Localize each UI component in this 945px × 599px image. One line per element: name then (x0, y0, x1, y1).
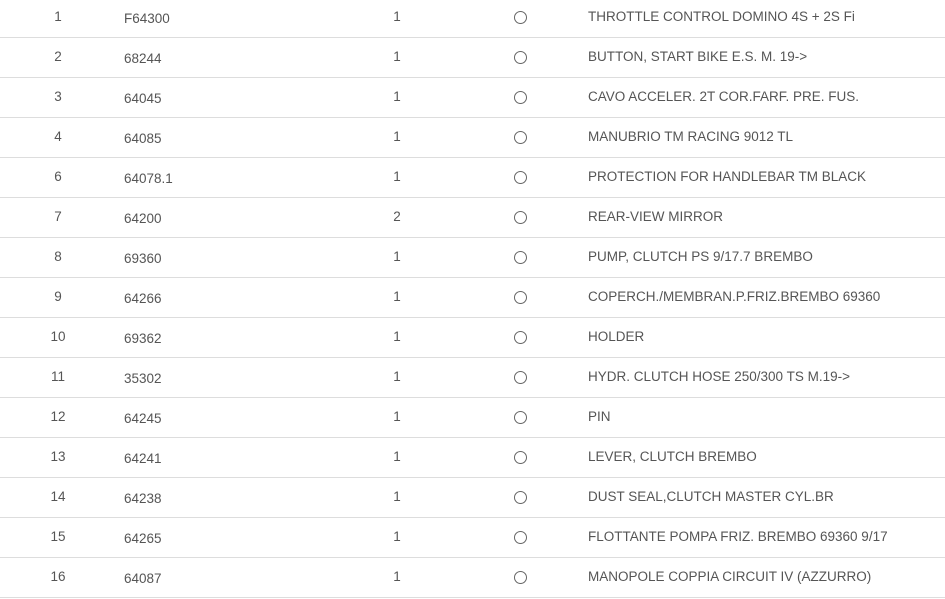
part-code: 64241 (124, 451, 162, 466)
table-row: 14 64238 1 DUST SEAL,CLUTCH MASTER CYL.BR (0, 478, 945, 518)
quantity: 1 (393, 409, 401, 424)
position-number: 11 (50, 369, 65, 384)
part-code: 35302 (124, 371, 162, 386)
quantity: 1 (393, 289, 401, 304)
select-radio-icon[interactable] (514, 331, 527, 344)
position-number: 3 (54, 89, 62, 104)
part-code: 64200 (124, 211, 162, 226)
part-code: F64300 (124, 11, 170, 26)
quantity: 1 (393, 249, 401, 264)
part-code: 64085 (124, 131, 162, 146)
part-code: 64238 (124, 491, 162, 506)
quantity: 1 (393, 529, 401, 544)
select-radio-icon[interactable] (514, 531, 527, 544)
select-radio-icon[interactable] (514, 251, 527, 264)
position-number: 4 (54, 129, 62, 144)
quantity: 1 (393, 569, 401, 584)
part-description: BUTTON, START BIKE E.S. M. 19-> (588, 49, 808, 64)
position-number: 13 (50, 449, 66, 464)
part-description: PUMP, CLUTCH PS 9/17.7 BREMBO (588, 249, 813, 264)
select-radio-icon[interactable] (514, 451, 527, 464)
table-row: 1 F64300 1 THROTTLE CONTROL DOMINO 4S + 2S … (0, 0, 945, 38)
position-number: 1 (54, 9, 62, 24)
part-description: CAVO ACCELER. 2T COR.FARF. PRE. FUS. (588, 89, 860, 104)
part-code: 64245 (124, 411, 162, 426)
select-radio-icon[interactable] (514, 411, 527, 424)
select-radio-icon[interactable] (514, 571, 527, 584)
table-row: 13 64241 1 LEVER, CLUTCH BREMBO (0, 438, 945, 478)
table-row: 2 68244 1 BUTTON, START BIKE E.S. M. 19-> (0, 38, 945, 78)
position-number: 15 (50, 529, 66, 544)
table-row: 15 64265 1 FLOTTANTE POMPA FRIZ. BREMBO 693… (0, 518, 945, 558)
table-row: 8 69360 1 PUMP, CLUTCH PS 9/17.7 BREMBO (0, 238, 945, 278)
part-description: FLOTTANTE POMPA FRIZ. BREMBO 69360 9/17 (588, 529, 888, 544)
quantity: 1 (393, 129, 401, 144)
part-code: 64087 (124, 571, 162, 586)
part-description: DUST SEAL,CLUTCH MASTER CYL.BR (588, 489, 834, 504)
part-description: MANUBRIO TM RACING 9012 TL (588, 129, 794, 144)
quantity: 1 (393, 89, 401, 104)
part-code: 69360 (124, 251, 162, 266)
position-number: 8 (54, 249, 62, 264)
select-radio-icon[interactable] (514, 171, 527, 184)
part-description: COPERCH./MEMBRAN.P.FRIZ.BREMBO 69360 (588, 289, 881, 304)
part-description: LEVER, CLUTCH BREMBO (588, 449, 757, 464)
table-row: 7 64200 2 REAR-VIEW MIRROR (0, 198, 945, 238)
select-radio-icon[interactable] (514, 371, 527, 384)
select-radio-icon[interactable] (514, 11, 527, 24)
position-number: 12 (50, 409, 66, 424)
table-row: 16 64087 1 MANOPOLE COPPIA CIRCUIT IV (AZZU… (0, 558, 945, 598)
part-code: 64266 (124, 291, 162, 306)
part-description: REAR-VIEW MIRROR (588, 209, 723, 224)
part-code: 68244 (124, 51, 162, 66)
part-code: 64265 (124, 531, 162, 546)
table-row: 9 64266 1 COPERCH./MEMBRAN.P.FRIZ.BREMBO 69… (0, 278, 945, 318)
part-code: 64045 (124, 91, 162, 106)
position-number: 2 (54, 49, 62, 64)
part-description: PIN (588, 409, 611, 424)
quantity: 1 (393, 169, 401, 184)
part-code: 64078.1 (124, 171, 173, 186)
part-description: HYDR. CLUTCH HOSE 250/300 TS M.19-> (588, 369, 850, 384)
select-radio-icon[interactable] (514, 291, 527, 304)
position-number: 7 (54, 209, 62, 224)
quantity: 1 (393, 329, 401, 344)
quantity: 1 (393, 489, 401, 504)
quantity: 1 (393, 49, 401, 64)
part-description: MANOPOLE COPPIA CIRCUIT IV (AZZURRO) (588, 569, 872, 584)
quantity: 1 (393, 9, 401, 24)
part-code: 69362 (124, 331, 162, 346)
part-description: HOLDER (588, 329, 645, 344)
table-row: 6 64078.1 1 PROTECTION FOR HANDLEBAR TM BLA… (0, 158, 945, 198)
select-radio-icon[interactable] (514, 211, 527, 224)
select-radio-icon[interactable] (514, 51, 527, 64)
position-number: 10 (50, 329, 66, 344)
part-description: PROTECTION FOR HANDLEBAR TM BLACK (588, 169, 867, 184)
table-row: 4 64085 1 MANUBRIO TM RACING 9012 TL (0, 118, 945, 158)
position-number: 14 (50, 489, 66, 504)
select-radio-icon[interactable] (514, 91, 527, 104)
quantity: 1 (393, 449, 401, 464)
position-number: 6 (54, 169, 62, 184)
table-row: 10 69362 1 HOLDER (0, 318, 945, 358)
table-row: 12 64245 1 PIN (0, 398, 945, 438)
select-radio-icon[interactable] (514, 131, 527, 144)
table-row: 11 35302 1 HYDR. CLUTCH HOSE 250/300 TS M.1… (0, 358, 945, 398)
table-row: 3 64045 1 CAVO ACCELER. 2T COR.FARF. PRE. F… (0, 78, 945, 118)
select-radio-icon[interactable] (514, 491, 527, 504)
position-number: 16 (50, 569, 66, 584)
part-description: THROTTLE CONTROL DOMINO 4S + 2S Fi (588, 9, 855, 24)
quantity: 1 (393, 369, 401, 384)
quantity: 2 (393, 209, 401, 224)
position-number: 9 (54, 289, 62, 304)
